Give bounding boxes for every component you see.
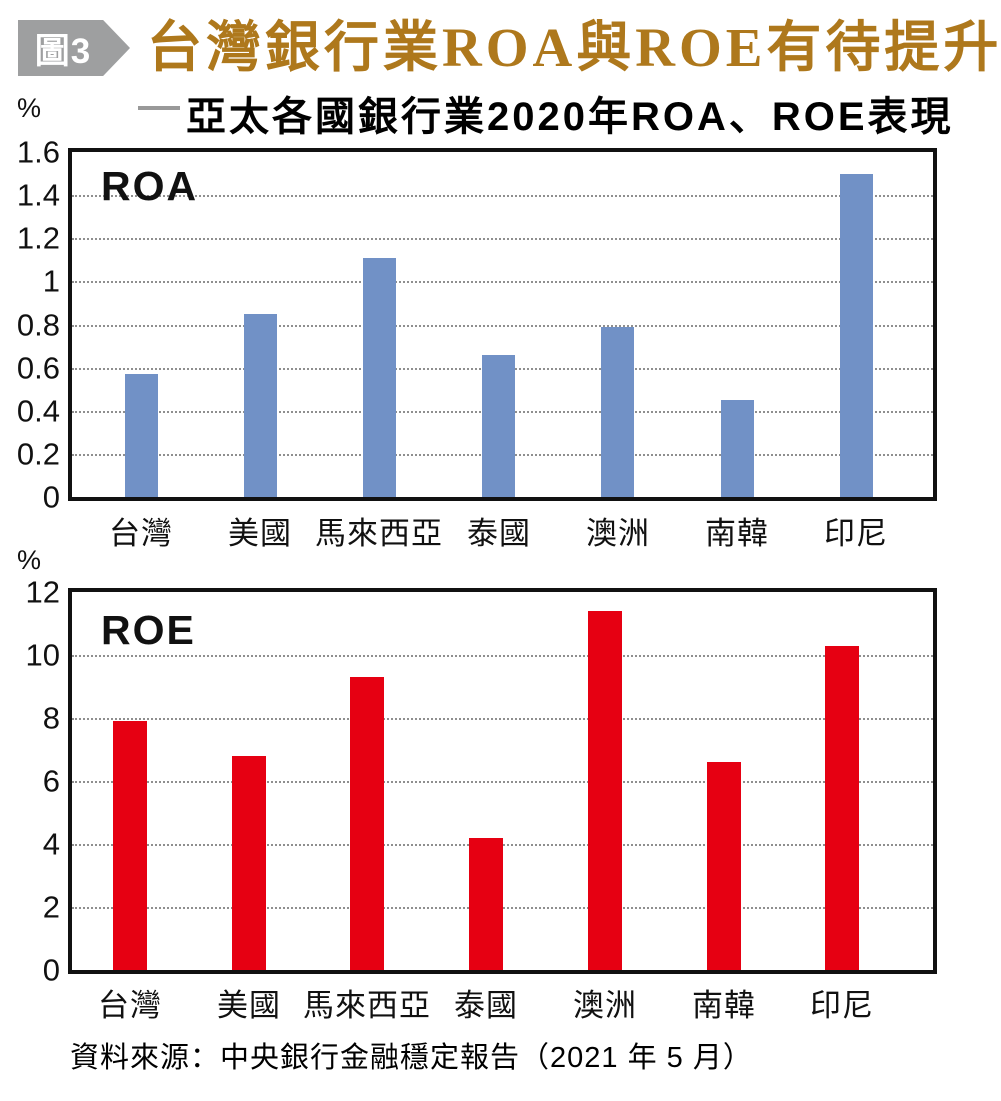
roe-y-tick-label: 8 (42, 700, 60, 736)
roe-x-category-label: 泰國 (454, 988, 518, 1023)
roa-y-tick-label: 0.4 (16, 393, 60, 429)
roa-chart-title: ROA (101, 163, 199, 209)
subtitle-dash (138, 106, 180, 110)
roe-bar-5 (707, 762, 741, 970)
roe-gridline (72, 718, 933, 720)
roe-bar-3 (469, 838, 503, 970)
roa-x-category-label: 美國 (228, 516, 292, 551)
roa-y-tick-label: 0 (42, 479, 60, 515)
roa-gridline (72, 281, 933, 283)
roa-gridline (72, 238, 933, 240)
roe-y-tick-label: 10 (25, 637, 60, 673)
roe-bar-6 (825, 646, 859, 970)
roe-bar-1 (232, 756, 266, 970)
roa-y-tick-label: 1.6 (16, 134, 60, 170)
roe-x-category-label: 台灣 (98, 988, 162, 1023)
roa-x-category-label: 台灣 (109, 516, 173, 551)
page-subtitle: 亞太各國銀行業2020年ROA、ROE表現 (186, 95, 954, 139)
roe-bar-2 (350, 677, 384, 970)
roa-y-tick-label: 0.2 (16, 436, 60, 472)
roe-y-tick-label: 4 (42, 826, 60, 862)
roe-y-tick-label: 12 (25, 574, 60, 610)
roa-bar-0 (125, 374, 158, 497)
roa-x-category-label: 南韓 (705, 516, 769, 551)
roa-bar-2 (363, 258, 396, 497)
roe-y-tick-label: 0 (42, 952, 60, 988)
roa-y-tick-label: 0.8 (16, 307, 60, 343)
roa-bar-3 (482, 355, 515, 497)
roa-y-axis-unit: % (17, 93, 42, 123)
roa-bar-5 (721, 400, 754, 497)
roe-x-category-label: 南韓 (692, 988, 756, 1023)
roa-x-category-label: 澳洲 (586, 516, 650, 551)
roe-x-category-label: 印尼 (810, 988, 874, 1023)
figure-number-label: 圖3 (34, 31, 92, 71)
roa-gridline (72, 325, 933, 327)
roa-bar-1 (244, 314, 277, 497)
roe-bar-4 (588, 611, 622, 970)
roa-x-category-label: 印尼 (824, 516, 888, 551)
figure-number-badge: 圖3 (18, 20, 130, 76)
roa-plot-border (68, 148, 937, 501)
roa-gridline (72, 195, 933, 197)
roa-y-tick-label: 1 (42, 263, 60, 299)
roa-x-category-label: 馬來西亞 (315, 516, 443, 551)
roa-y-tick-label: 1.2 (16, 220, 60, 256)
roe-plot-border (68, 588, 937, 974)
roe-y-axis-unit: % (17, 545, 42, 575)
roa-x-category-label: 泰國 (467, 516, 531, 551)
roe-chart-title: ROE (101, 607, 196, 653)
roa-bar-4 (601, 327, 634, 497)
roa-y-tick-label: 1.4 (16, 177, 60, 213)
roa-y-tick-label: 0.6 (16, 350, 60, 386)
roe-gridline (72, 781, 933, 783)
roe-x-category-label: 馬來西亞 (303, 988, 431, 1023)
roe-x-category-label: 美國 (217, 988, 281, 1023)
source-note: 資料來源：中央銀行金融穩定報告（2021 年 5 月） (70, 1042, 753, 1074)
roe-y-tick-label: 2 (42, 889, 60, 925)
roe-y-tick-label: 6 (42, 763, 60, 799)
page-title: 台灣銀行業ROA與ROE有待提升 (147, 17, 1001, 78)
roe-bar-0 (113, 721, 147, 970)
roe-x-category-label: 澳洲 (573, 988, 637, 1023)
roe-gridline (72, 655, 933, 657)
roa-bar-6 (840, 174, 873, 497)
